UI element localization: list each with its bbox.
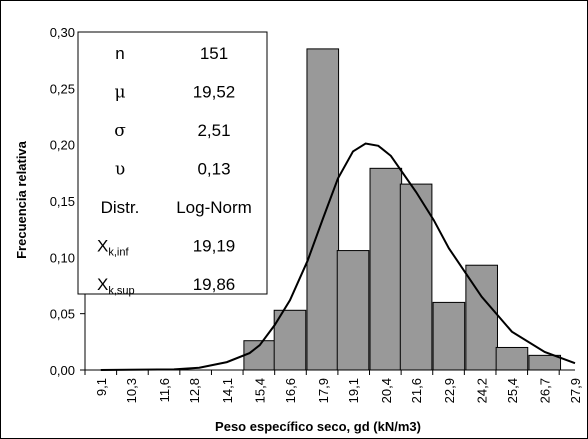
x-axis-title: Peso específico seco, gd (kN/m3): [215, 419, 421, 434]
histogram-bar: [336, 250, 370, 371]
y-axis-title: Frecuencia relativa: [14, 140, 29, 259]
stat-label: Xk,sup: [97, 275, 135, 297]
plot-area: 0,00 0,05 0,10 0,15 0,20 0,25 0,30 9,1 10,3 11,6 1…: [50, 25, 583, 403]
x-tick-label: 20,4: [379, 378, 394, 403]
y-tick-label: 0,10: [50, 250, 75, 265]
histogram-bar: [495, 346, 529, 371]
histogram-bar: [369, 167, 403, 371]
x-tick-label: 24,2: [475, 378, 490, 403]
y-tick-label: 0,00: [50, 363, 75, 378]
y-tick-label: 0,30: [50, 25, 75, 40]
stat-value: 19,19: [193, 237, 236, 256]
stat-value: 19,86: [193, 275, 236, 294]
stat-label: μ: [114, 83, 125, 103]
x-tick-label: 25,4: [505, 378, 520, 403]
x-tick-label: 21,6: [409, 378, 424, 403]
histogram-bar: [306, 48, 340, 371]
stat-value: 151: [200, 44, 228, 63]
stat-value: 2,51: [197, 121, 230, 140]
histogram-bar: [399, 183, 433, 371]
stat-value: 0,13: [197, 160, 230, 179]
x-tick-label: 15,4: [253, 378, 268, 403]
stat-value: Log-Norm: [176, 198, 252, 217]
y-tick-label: 0,05: [50, 307, 75, 322]
x-tick-label: 9,1: [94, 378, 109, 396]
stat-label: Distr.: [101, 198, 140, 217]
histogram-bar: [432, 301, 466, 371]
y-tick-label: 0,25: [50, 81, 75, 96]
stat-label: n: [115, 44, 124, 63]
x-tick-label: 16,6: [283, 378, 298, 403]
y-tick-label: 0,15: [50, 194, 75, 209]
x-tick-label: 14,1: [220, 378, 235, 403]
stat-label: σ: [114, 121, 126, 141]
x-tick-label: 12,8: [187, 378, 202, 403]
fitted-distribution-curve: [100, 142, 576, 371]
x-tick-label: 17,9: [316, 378, 331, 403]
x-tick-label: 26,7: [538, 378, 553, 403]
x-tick-label: 11,6: [157, 378, 172, 402]
x-tick-label: 22,9: [442, 378, 457, 403]
y-tick-label: 0,20: [50, 138, 75, 153]
histogram-bar: [273, 309, 307, 371]
x-tick-label: 10,3: [124, 378, 139, 403]
histogram-bar: [528, 354, 562, 371]
stats-box-frame: [77, 31, 268, 295]
stat-value: 19,52: [193, 83, 236, 102]
x-tick-label: 27,9: [568, 378, 583, 403]
stat-label: υ: [115, 160, 125, 180]
x-tick-label: 19,1: [346, 378, 361, 403]
